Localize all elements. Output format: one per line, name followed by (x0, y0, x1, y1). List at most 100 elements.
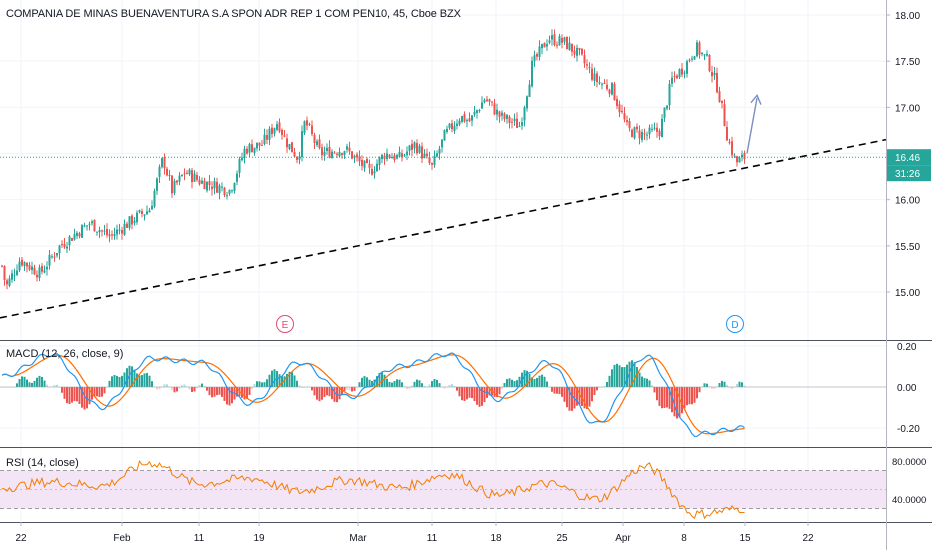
candle (48, 250, 51, 270)
candle (258, 142, 261, 151)
candle (241, 152, 243, 162)
candle (298, 151, 301, 165)
candle-body (71, 238, 73, 241)
macd-bar (398, 379, 401, 387)
candle-body (286, 138, 288, 148)
candle (568, 36, 571, 51)
candle (413, 141, 416, 154)
macd-bar (561, 387, 563, 397)
candle (201, 177, 203, 185)
candle (68, 234, 71, 251)
candle-body (671, 77, 673, 84)
candle-body (108, 234, 111, 237)
macd-bar (101, 387, 103, 397)
candle (33, 264, 36, 276)
macd-bar (428, 384, 431, 387)
candle (668, 79, 671, 111)
candle-body (376, 163, 378, 172)
candle (66, 242, 68, 254)
price-tick-label: 16.00 (895, 196, 920, 207)
candle (38, 264, 41, 282)
candle-body (81, 225, 83, 238)
candle-body (653, 128, 656, 130)
macd-bar (473, 387, 476, 402)
candle (83, 222, 86, 228)
macd-bar (643, 378, 646, 387)
macd-bar (613, 364, 616, 387)
candle-body (221, 186, 223, 188)
x-tick-label: Apr (615, 533, 631, 544)
candle-body (406, 151, 408, 156)
macd-signal-line (1, 354, 745, 435)
macd-bar (73, 387, 76, 401)
macd-bar (533, 378, 536, 387)
candle-body (256, 142, 258, 149)
candle (518, 121, 521, 128)
macd-bar (741, 382, 743, 387)
candle (496, 103, 498, 121)
candle-body (228, 189, 231, 194)
x-tick-label: 19 (253, 533, 265, 544)
macd-bar (466, 387, 468, 400)
candle (198, 176, 201, 186)
macd-bar (208, 387, 211, 396)
macd-bar (523, 370, 526, 387)
candle (636, 123, 638, 133)
candle-body (138, 210, 141, 213)
dividend-marker-label: D (731, 320, 738, 331)
candle-body (683, 72, 686, 74)
macd-bar (323, 387, 326, 397)
candle-body (363, 160, 366, 168)
macd-bar (173, 387, 176, 393)
candle (546, 39, 548, 51)
candle-body (36, 274, 38, 278)
candle (581, 48, 583, 56)
macd-bar (683, 387, 686, 409)
candle-body (358, 156, 361, 162)
macd-bar (46, 384, 48, 387)
macd-bar (96, 387, 98, 397)
candle-body (283, 135, 286, 137)
macd-bar (361, 377, 363, 387)
candle-body (716, 72, 718, 93)
candle-body (328, 146, 331, 158)
price-tick-label: 17.50 (895, 57, 920, 68)
candle-body (528, 84, 531, 97)
candle (506, 113, 508, 124)
candle-body (113, 234, 116, 237)
candle (556, 41, 558, 49)
macd-bar (26, 379, 28, 387)
candle-body (706, 53, 708, 56)
x-tick-label: 25 (556, 533, 568, 544)
candle-body (466, 120, 468, 122)
candle-body (238, 159, 241, 173)
candle-body (281, 129, 283, 136)
candle (516, 112, 518, 128)
candle (711, 65, 713, 83)
macd-bar (353, 387, 356, 391)
macd-bar (366, 377, 368, 387)
candle (246, 146, 248, 155)
x-tick-label: 18 (490, 533, 502, 544)
candle (178, 172, 181, 186)
candle (101, 229, 103, 237)
macd-bar (343, 387, 346, 391)
candle-body (541, 43, 543, 49)
candle-body (556, 44, 558, 46)
candle (498, 110, 501, 123)
candle (528, 80, 531, 98)
candle-body (146, 211, 148, 215)
candle-body (188, 169, 191, 175)
candle-body (688, 59, 691, 61)
candle-body (413, 142, 416, 149)
candle (351, 150, 353, 160)
candle-body (531, 60, 533, 87)
candle-body (46, 266, 48, 270)
candle-body (183, 173, 186, 175)
candle-body (526, 96, 528, 109)
macd-bar (616, 363, 618, 387)
macd-bar (461, 387, 463, 401)
candle (608, 88, 611, 98)
candle-body (536, 53, 538, 57)
